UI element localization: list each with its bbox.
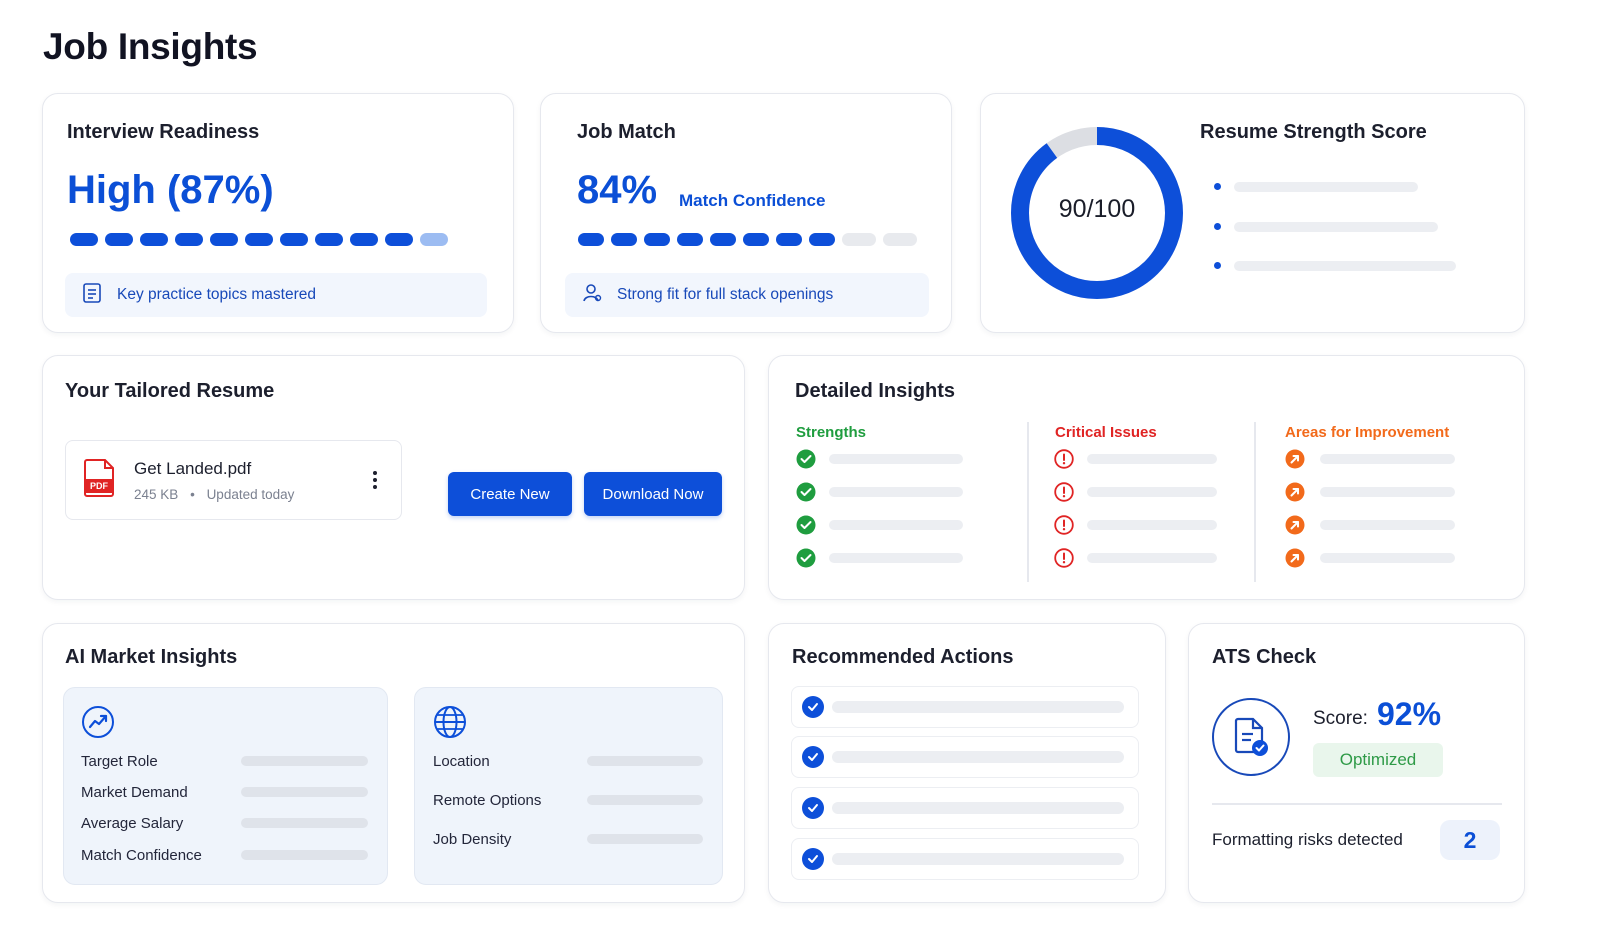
create-new-button[interactable]: Create New bbox=[448, 472, 572, 516]
ats-score-label: Score: bbox=[1313, 708, 1368, 729]
arrow-up-right-icon bbox=[1285, 449, 1305, 469]
recommended-action-item[interactable] bbox=[791, 736, 1139, 778]
download-now-button[interactable]: Download Now bbox=[584, 472, 722, 516]
action-placeholder-bar bbox=[832, 802, 1124, 814]
resume-strength-score: 90/100 bbox=[1058, 195, 1136, 223]
market-location-panel: Location Remote Options Job Density bbox=[414, 687, 723, 885]
detailed-insights-card: Detailed Insights Strengths Critical Iss… bbox=[768, 355, 1525, 600]
arrow-up-right-icon bbox=[1285, 482, 1305, 502]
insight-placeholder-bar bbox=[1087, 520, 1217, 530]
alert-circle-icon bbox=[1054, 548, 1074, 568]
resume-strength-donut bbox=[1011, 127, 1183, 299]
resume-file-name: Get Landed.pdf bbox=[134, 459, 252, 478]
interview-readiness-value: High (87%) bbox=[67, 168, 274, 212]
market-item-label: Match Confidence bbox=[81, 847, 202, 864]
market-role-panel: Target Role Market Demand Average Salary… bbox=[63, 687, 388, 885]
alert-circle-icon bbox=[1054, 482, 1074, 502]
job-match-progress bbox=[578, 233, 917, 246]
insight-placeholder-bar bbox=[1320, 454, 1455, 464]
tailored-resume-title: Your Tailored Resume bbox=[65, 380, 275, 402]
more-options-icon[interactable] bbox=[372, 469, 378, 491]
globe-icon bbox=[433, 705, 467, 744]
insight-placeholder-bar bbox=[1087, 553, 1217, 563]
formatting-risks-label: Formatting risks detected bbox=[1212, 830, 1403, 849]
resume-file-meta: 245 KB • Updated today bbox=[134, 487, 295, 502]
action-placeholder-bar bbox=[832, 853, 1124, 865]
ats-check-card: ATS Check Score: 92% Optimized Formattin… bbox=[1188, 623, 1525, 903]
ats-score-value: 92% bbox=[1377, 696, 1442, 732]
job-match-value-label: Match Confidence bbox=[679, 191, 826, 210]
arrow-up-right-icon bbox=[1285, 515, 1305, 535]
resume-strength-title: Resume Strength Score bbox=[1200, 121, 1427, 143]
check-circle-icon bbox=[802, 797, 824, 819]
trending-up-icon bbox=[81, 705, 115, 744]
recommended-action-item[interactable] bbox=[791, 838, 1139, 880]
detailed-insights-title: Detailed Insights bbox=[795, 380, 956, 402]
recommended-actions-card: Recommended Actions bbox=[768, 623, 1166, 903]
job-match-info: Strong fit for full stack openings bbox=[565, 273, 929, 317]
resume-file-size: 245 KB bbox=[134, 487, 179, 502]
insight-placeholder-bar bbox=[829, 553, 963, 563]
action-placeholder-bar bbox=[832, 751, 1124, 763]
check-circle-icon bbox=[796, 515, 816, 535]
insight-placeholder-bar bbox=[1320, 520, 1455, 530]
job-match-value: 84% bbox=[577, 168, 658, 212]
recommended-action-item[interactable] bbox=[791, 787, 1139, 829]
critical-issues-heading: Critical Issues bbox=[1055, 424, 1157, 441]
ats-check-title: ATS Check bbox=[1212, 646, 1317, 668]
insight-placeholder-bar bbox=[829, 454, 963, 464]
interview-readiness-info: Key practice topics mastered bbox=[65, 273, 487, 317]
market-item-label: Target Role bbox=[81, 753, 158, 770]
interview-readiness-info-text: Key practice topics mastered bbox=[117, 286, 317, 303]
market-item-label: Average Salary bbox=[81, 815, 184, 832]
alert-circle-icon bbox=[1054, 449, 1074, 469]
check-circle-icon bbox=[796, 449, 816, 469]
check-circle-icon bbox=[796, 548, 816, 568]
pdf-file-icon: PDF bbox=[84, 457, 116, 497]
tailored-resume-card: Your Tailored Resume PDF Get Landed.pdf … bbox=[42, 355, 745, 600]
resume-file-card[interactable]: PDF Get Landed.pdf 245 KB • Updated toda… bbox=[65, 440, 402, 520]
market-item-label: Remote Options bbox=[433, 792, 542, 809]
action-placeholder-bar bbox=[832, 701, 1124, 713]
market-insights-card: AI Market Insights Target Role Market De… bbox=[42, 623, 745, 903]
document-check-icon bbox=[1212, 698, 1290, 776]
recommended-actions-title: Recommended Actions bbox=[792, 646, 1014, 668]
job-match-title: Job Match bbox=[577, 121, 676, 143]
market-item-label: Job Density bbox=[433, 831, 512, 848]
user-icon bbox=[581, 282, 603, 309]
insight-placeholder-bar bbox=[1087, 487, 1217, 497]
alert-circle-icon bbox=[1054, 515, 1074, 535]
check-circle-icon bbox=[802, 848, 824, 870]
job-match-card: Job Match 84% Match Confidence Strong fi… bbox=[540, 93, 952, 333]
check-circle-icon bbox=[802, 746, 824, 768]
checklist-icon bbox=[81, 282, 103, 309]
market-item-label: Market Demand bbox=[81, 784, 188, 801]
job-match-info-text: Strong fit for full stack openings bbox=[617, 286, 834, 303]
pdf-badge-label: PDF bbox=[90, 481, 108, 491]
check-circle-icon bbox=[802, 696, 824, 718]
recommended-action-item[interactable] bbox=[791, 686, 1139, 728]
insight-placeholder-bar bbox=[829, 487, 963, 497]
areas-improvement-heading: Areas for Improvement bbox=[1285, 424, 1450, 441]
ats-status-badge: Optimized bbox=[1313, 743, 1443, 777]
resume-strength-card: 90/100 Resume Strength Score bbox=[980, 93, 1525, 333]
strengths-heading: Strengths bbox=[796, 424, 867, 441]
arrow-up-right-icon bbox=[1285, 548, 1305, 568]
market-item-label: Location bbox=[433, 753, 490, 770]
insight-placeholder-bar bbox=[1087, 454, 1217, 464]
check-circle-icon bbox=[796, 482, 816, 502]
interview-readiness-progress bbox=[70, 233, 448, 246]
insight-placeholder-bar bbox=[1320, 553, 1455, 563]
insight-placeholder-bar bbox=[829, 520, 963, 530]
page-title: Job Insights bbox=[43, 26, 258, 67]
interview-readiness-title: Interview Readiness bbox=[67, 121, 260, 143]
insight-placeholder-bar bbox=[1320, 487, 1455, 497]
market-insights-title: AI Market Insights bbox=[65, 646, 238, 668]
interview-readiness-card: Interview Readiness High (87%) Key pract… bbox=[42, 93, 514, 333]
formatting-risks-count: 2 bbox=[1440, 820, 1500, 860]
resume-file-updated: Updated today bbox=[206, 487, 295, 502]
